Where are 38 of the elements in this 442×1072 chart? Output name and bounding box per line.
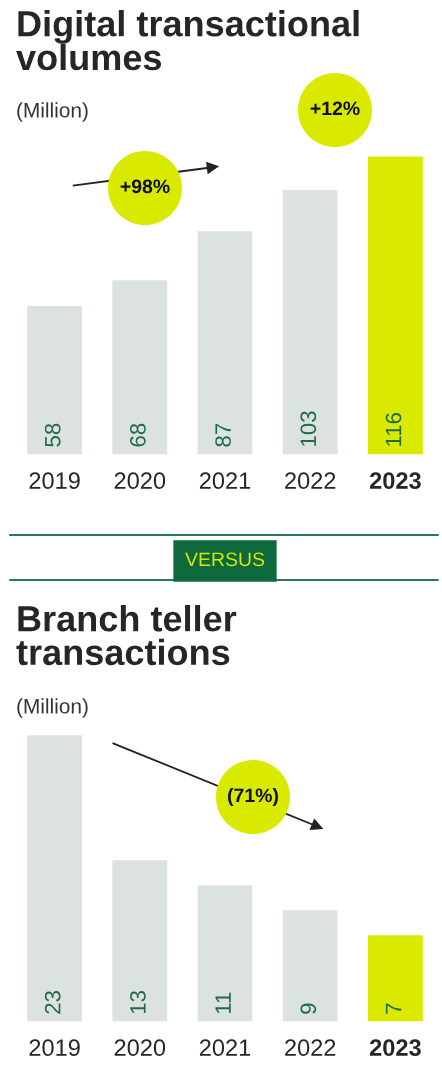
bar	[196, 883, 254, 1022]
chart-subtitle: (Million)	[17, 698, 88, 718]
x-tick-label: 2021	[199, 472, 251, 490]
chart-title: Branch teller transactions	[16, 605, 237, 666]
chart-subtitle: (Million)	[17, 102, 88, 122]
x-tick-label: 2021	[199, 1039, 251, 1057]
data-label: 58	[44, 423, 61, 447]
bar	[366, 933, 425, 1022]
bar	[196, 229, 254, 455]
data-label: 23	[44, 991, 61, 1014]
bar	[25, 733, 84, 1022]
x-tick-label: 2023	[369, 1039, 421, 1057]
bar	[366, 155, 425, 455]
annotation: (71%)	[228, 787, 278, 807]
bar	[281, 188, 340, 455]
data-label: 87	[215, 423, 231, 447]
data-label: 116	[385, 413, 402, 446]
chart-title: Digital transactional volumes	[16, 10, 359, 71]
data-label: 68	[130, 423, 146, 447]
text: VERSUS	[185, 552, 265, 567]
bar	[110, 278, 169, 455]
data-label: 13	[130, 991, 146, 1014]
annotation: +98%	[120, 179, 170, 194]
bar	[110, 858, 169, 1022]
data-label: 7	[385, 1003, 402, 1014]
x-tick-label: 2023	[369, 472, 421, 490]
data-label: 103	[300, 411, 317, 446]
x-tick-label: 2019	[29, 1039, 80, 1057]
data-label: 11	[215, 992, 231, 1014]
bar	[281, 908, 340, 1022]
bar	[25, 304, 84, 455]
x-tick-label: 2019	[29, 472, 80, 490]
x-tick-label: 2022	[285, 1039, 336, 1057]
x-tick-label: 2020	[114, 472, 166, 490]
x-tick-label: 2022	[285, 472, 336, 490]
x-tick-label: 2020	[114, 1039, 166, 1057]
data-label: 9	[300, 1003, 317, 1014]
text: +12%	[310, 101, 360, 116]
